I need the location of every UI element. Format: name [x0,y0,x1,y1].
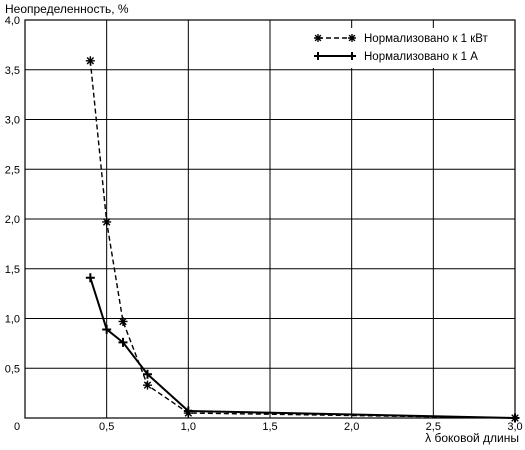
y-tick-label: 0,5 [5,363,20,375]
series-line [89,60,516,419]
x-tick-label: 1,0 [181,421,196,433]
y-tick-label: 1,5 [5,264,20,276]
y-tick-label: 1,0 [5,314,20,326]
point-marker [118,316,128,326]
legend: Нормализовано к 1 кВт Нормализовано к 1 А [306,28,512,68]
point-marker [85,273,95,283]
tick-labels: 0,5 1,0 1,5 2,0 2,5 3,0 0,5 1,0 1,5 2,0 2,5 3,0 3,5 4… [5,15,523,433]
point-marker [85,56,95,66]
x-tick-label: 2,0 [344,421,359,433]
origin-label: 0 [14,421,20,433]
point-marker [348,52,356,60]
point-marker [143,380,152,390]
point-marker [102,217,112,227]
y-tick-label: 3,5 [5,65,20,77]
x-tick-label: 0,5 [99,421,114,433]
x-tick-label: 2,5 [426,421,441,433]
y-tick-label: 2,0 [5,214,20,226]
series-2 [85,273,520,423]
point-marker [314,52,322,60]
legend-item-1: Нормализовано к 1 кВт [314,33,489,45]
grid [25,20,515,418]
point-marker [314,34,322,42]
y-tick-label: 2,5 [5,164,20,176]
y-tick-label: 4,0 [5,15,20,27]
series-1 [85,56,520,423]
point-marker [102,324,112,334]
legend-box [306,28,512,68]
y-tick-label: 3,0 [5,115,20,127]
x-tick-label: 3,0 [507,421,522,433]
x-tick-label: 1,5 [262,421,277,433]
point-marker [183,406,193,416]
y-axis-title: Неопределенность, % [5,2,129,16]
point-marker [348,34,356,42]
series-layer [85,56,520,423]
series-line [89,277,516,419]
legend-item-2: Нормализовано к 1 А [314,51,478,63]
legend-label: Нормализовано к 1 А [364,51,478,63]
point-marker [143,369,152,379]
point-marker [118,337,128,347]
legend-label: Нормализовано к 1 кВт [364,33,489,45]
x-axis-title: λ боковой длины [425,431,519,445]
point-marker [510,413,520,423]
